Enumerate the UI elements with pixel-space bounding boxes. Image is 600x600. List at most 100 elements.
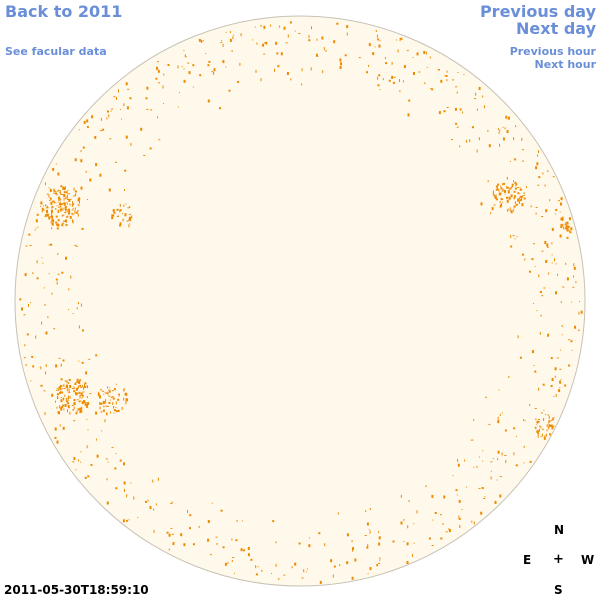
facula-speck (369, 567, 372, 571)
facula-speck (280, 52, 283, 56)
facula-speck (399, 79, 400, 82)
facula-speck (65, 196, 67, 199)
facula-speck (560, 301, 562, 304)
facula-speck (116, 216, 119, 217)
facula-speck (514, 205, 516, 208)
facula-speck (561, 334, 563, 336)
facula-speck (521, 196, 523, 199)
facula-speck (544, 184, 546, 187)
facula-speck (368, 529, 370, 531)
facula-speck (301, 68, 303, 72)
facula-speck (352, 549, 354, 552)
facula-speck (105, 405, 108, 407)
facula-speck (84, 386, 86, 388)
facula-speck (99, 395, 101, 399)
facula-speck (76, 307, 78, 310)
facula-speck (310, 67, 312, 71)
facula-speck (60, 206, 62, 208)
facula-speck (480, 511, 483, 515)
facula-speck (57, 201, 59, 203)
previous-day-link[interactable]: Previous day (479, 2, 596, 21)
facula-speck (551, 254, 553, 256)
facula-speck (108, 188, 111, 192)
facula-speck (62, 207, 64, 211)
facula-speck (497, 420, 500, 424)
facula-speck (62, 387, 64, 389)
facula-speck (499, 201, 501, 204)
facula-speck (554, 258, 555, 262)
facula-speck (166, 531, 169, 534)
facula-speck (562, 216, 564, 219)
facula-speck (115, 453, 117, 455)
facula-speck (60, 397, 62, 398)
facula-speck (123, 389, 125, 392)
facula-speck (69, 411, 71, 415)
facula-speck (378, 74, 381, 77)
facula-speck (431, 545, 434, 546)
facula-speck (125, 135, 128, 139)
facula-speck (129, 206, 131, 208)
facula-speck (308, 544, 311, 548)
previous-hour-link[interactable]: Previous hour (509, 45, 596, 58)
facula-speck (507, 190, 510, 192)
facula-speck (494, 500, 497, 504)
facular-data-link[interactable]: See facular data (5, 45, 107, 58)
facula-speck (58, 411, 60, 415)
facula-speck (59, 192, 61, 195)
facula-speck (68, 208, 71, 212)
facula-speck (522, 149, 524, 151)
facula-speck (23, 357, 26, 359)
facula-speck (131, 215, 133, 219)
facula-speck (523, 445, 525, 448)
facula-speck (177, 65, 179, 69)
facula-speck (560, 197, 563, 201)
facula-speck (318, 532, 321, 535)
facula-speck (124, 169, 127, 172)
facula-speck (543, 436, 546, 440)
facula-speck (61, 194, 63, 195)
facula-speck (476, 108, 478, 111)
facula-speck (90, 463, 93, 466)
facula-speck (74, 158, 77, 162)
facula-speck (236, 519, 238, 522)
facula-speck (413, 72, 415, 75)
facula-speck (519, 195, 522, 198)
facula-speck (88, 358, 91, 360)
facula-speck (551, 242, 553, 245)
facula-speck (84, 401, 86, 403)
facula-speck (95, 163, 98, 167)
facula-speck (75, 211, 78, 214)
back-to-year-link[interactable]: Back to 2011 (5, 2, 123, 21)
facula-speck (270, 24, 271, 27)
facula-speck (94, 135, 97, 139)
facula-speck (45, 204, 46, 207)
facula-speck (84, 404, 87, 406)
facula-speck (77, 213, 79, 217)
facula-speck (207, 520, 210, 523)
facula-speck (514, 187, 517, 190)
facula-speck (513, 427, 516, 430)
facula-speck (114, 467, 117, 470)
facula-speck (403, 65, 406, 69)
facula-speck (82, 391, 85, 393)
facula-speck (69, 385, 72, 388)
facula-speck (107, 461, 109, 463)
facula-speck (55, 202, 57, 204)
facula-speck (532, 243, 535, 245)
facula-speck (412, 57, 414, 59)
facula-speck (440, 537, 443, 540)
next-day-link[interactable]: Next day (516, 19, 596, 38)
facula-speck (89, 393, 92, 395)
next-hour-link[interactable]: Next hour (534, 58, 597, 71)
facula-speck (55, 192, 57, 195)
facula-speck (48, 244, 51, 246)
facula-speck (388, 79, 391, 82)
facula-speck (492, 190, 494, 194)
facula-speck (99, 402, 101, 405)
facula-speck (106, 478, 108, 481)
facula-speck (183, 68, 185, 70)
facula-speck (298, 33, 301, 34)
facula-speck (71, 209, 74, 211)
facula-speck (294, 30, 296, 32)
